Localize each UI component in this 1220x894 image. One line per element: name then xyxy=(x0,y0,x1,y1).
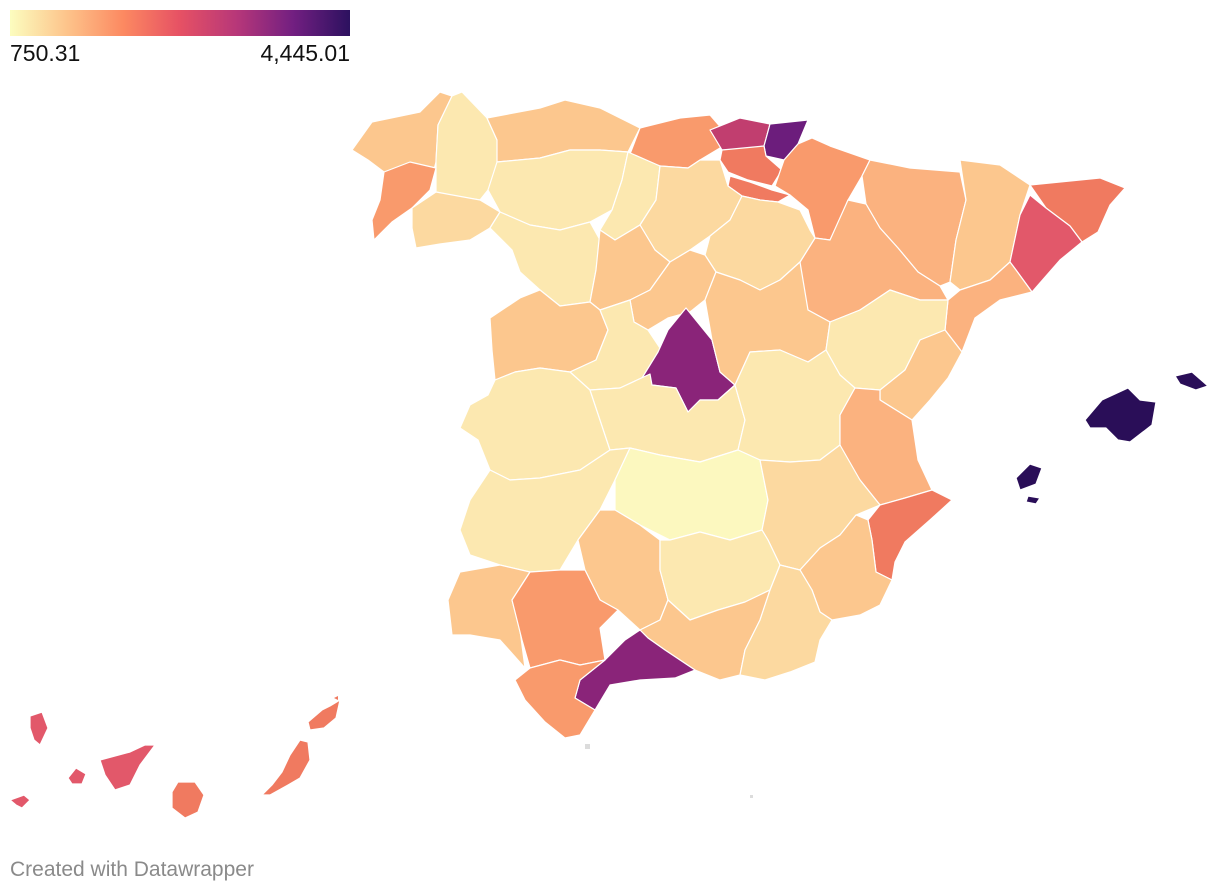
region-lanzarote[interactable] xyxy=(307,699,341,731)
region-el-hierro[interactable] xyxy=(9,794,31,809)
region-cadiz[interactable] xyxy=(514,659,606,739)
region-almeria[interactable] xyxy=(739,564,833,681)
region-tarragona[interactable] xyxy=(944,261,1033,353)
region-pontevedra[interactable] xyxy=(371,161,437,241)
region-ibiza[interactable] xyxy=(1015,463,1043,491)
region-ourense[interactable] xyxy=(411,191,501,249)
region-fuerteventura[interactable] xyxy=(261,739,311,796)
islet-alboran xyxy=(750,795,753,798)
region-mallorca[interactable] xyxy=(1084,387,1157,443)
datawrapper-credit: Created with Datawrapper xyxy=(10,858,254,881)
region-formentera[interactable] xyxy=(1025,495,1041,505)
region-la-gomera[interactable] xyxy=(67,767,87,785)
legend-gradient-bar xyxy=(10,10,350,36)
region-bizkaia[interactable] xyxy=(709,117,771,151)
legend-max-label: 4,445.01 xyxy=(260,40,350,66)
islet-lanzarote-north xyxy=(334,696,338,700)
region-gran-canaria[interactable] xyxy=(171,781,205,819)
region-huelva[interactable] xyxy=(447,564,531,669)
legend-min-label: 750.31 xyxy=(10,40,81,66)
region-barcelona[interactable] xyxy=(1009,194,1083,293)
color-legend: 750.31 4,445.01 xyxy=(10,10,350,66)
region-lugo[interactable] xyxy=(435,91,501,201)
region-tenerife[interactable] xyxy=(99,744,156,791)
region-la-palma[interactable] xyxy=(29,711,49,746)
region-alava[interactable] xyxy=(719,145,783,187)
region-menorca[interactable] xyxy=(1174,371,1209,391)
islet-ceuta xyxy=(585,744,590,749)
